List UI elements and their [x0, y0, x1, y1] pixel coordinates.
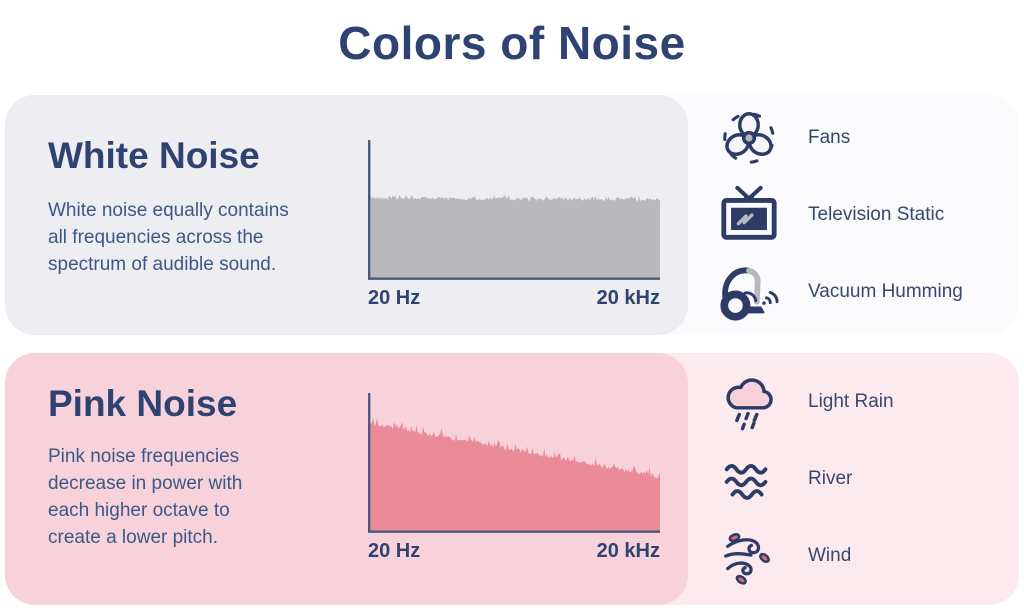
white-noise-description: White noise equally contains all frequen… — [48, 197, 289, 278]
example-row-fans: Fans — [717, 106, 1017, 170]
white-noise-spectrum-chart: 20 Hz 20 kHz — [368, 140, 660, 310]
pink-noise-examples: Light Rain River — [717, 353, 1017, 605]
desc-line: spectrum of audible sound. — [48, 254, 277, 275]
tv-static-icon — [717, 183, 781, 247]
example-label: River — [808, 468, 853, 489]
example-label: Vacuum Humming — [808, 281, 963, 302]
pink-noise-heading: Pink Noise — [48, 383, 238, 424]
white-noise-examples: Fans Television Static — [717, 95, 1017, 335]
pink-noise-panel: Pink Noise Pink noise frequencies decrea… — [5, 353, 1019, 605]
desc-line: Pink noise frequencies — [48, 446, 240, 467]
axis-label-min: 20 Hz — [368, 540, 421, 562]
example-label: Television Static — [808, 204, 945, 225]
axis-label-min: 20 Hz — [368, 287, 421, 309]
pink-noise-spectrum-chart: 20 Hz 20 kHz — [368, 393, 660, 563]
example-label: Wind — [808, 545, 852, 566]
desc-line: each higher octave to — [48, 500, 230, 521]
example-row-river: River — [717, 447, 1017, 511]
rain-cloud-icon — [717, 370, 781, 434]
frequency-axis-labels: 20 Hz 20 kHz — [368, 540, 660, 563]
white-noise-heading: White Noise — [48, 135, 260, 176]
fan-icon — [717, 106, 781, 170]
example-row-television-static: Television Static — [717, 183, 1017, 247]
wind-icon — [717, 524, 781, 588]
pink-noise-card: Pink Noise Pink noise frequencies decrea… — [5, 353, 688, 605]
river-icon — [717, 447, 781, 511]
desc-line: all frequencies across the — [48, 227, 264, 248]
axis-label-max: 20 kHz — [596, 287, 660, 309]
pink-noise-description: Pink noise frequencies decrease in power… — [48, 443, 242, 551]
pink-noise-spectrum-plot — [368, 393, 660, 533]
example-row-vacuum: Vacuum Humming — [717, 260, 1017, 324]
vacuum-icon — [717, 260, 781, 324]
example-row-wind: Wind — [717, 524, 1017, 588]
desc-line: decrease in power with — [48, 473, 243, 494]
desc-line: White noise equally contains — [48, 200, 289, 221]
example-label: Fans — [808, 127, 851, 148]
example-row-light-rain: Light Rain — [717, 370, 1017, 434]
white-noise-card: White Noise White noise equally contains… — [5, 95, 688, 335]
example-label: Light Rain — [808, 391, 894, 412]
axis-label-max: 20 kHz — [596, 540, 660, 562]
white-noise-spectrum-plot — [368, 140, 660, 280]
page-title: Colors of Noise — [338, 17, 686, 69]
desc-line: create a lower pitch. — [48, 527, 219, 548]
white-noise-panel: White Noise White noise equally contains… — [5, 95, 1019, 335]
frequency-axis-labels: 20 Hz 20 kHz — [368, 287, 660, 310]
